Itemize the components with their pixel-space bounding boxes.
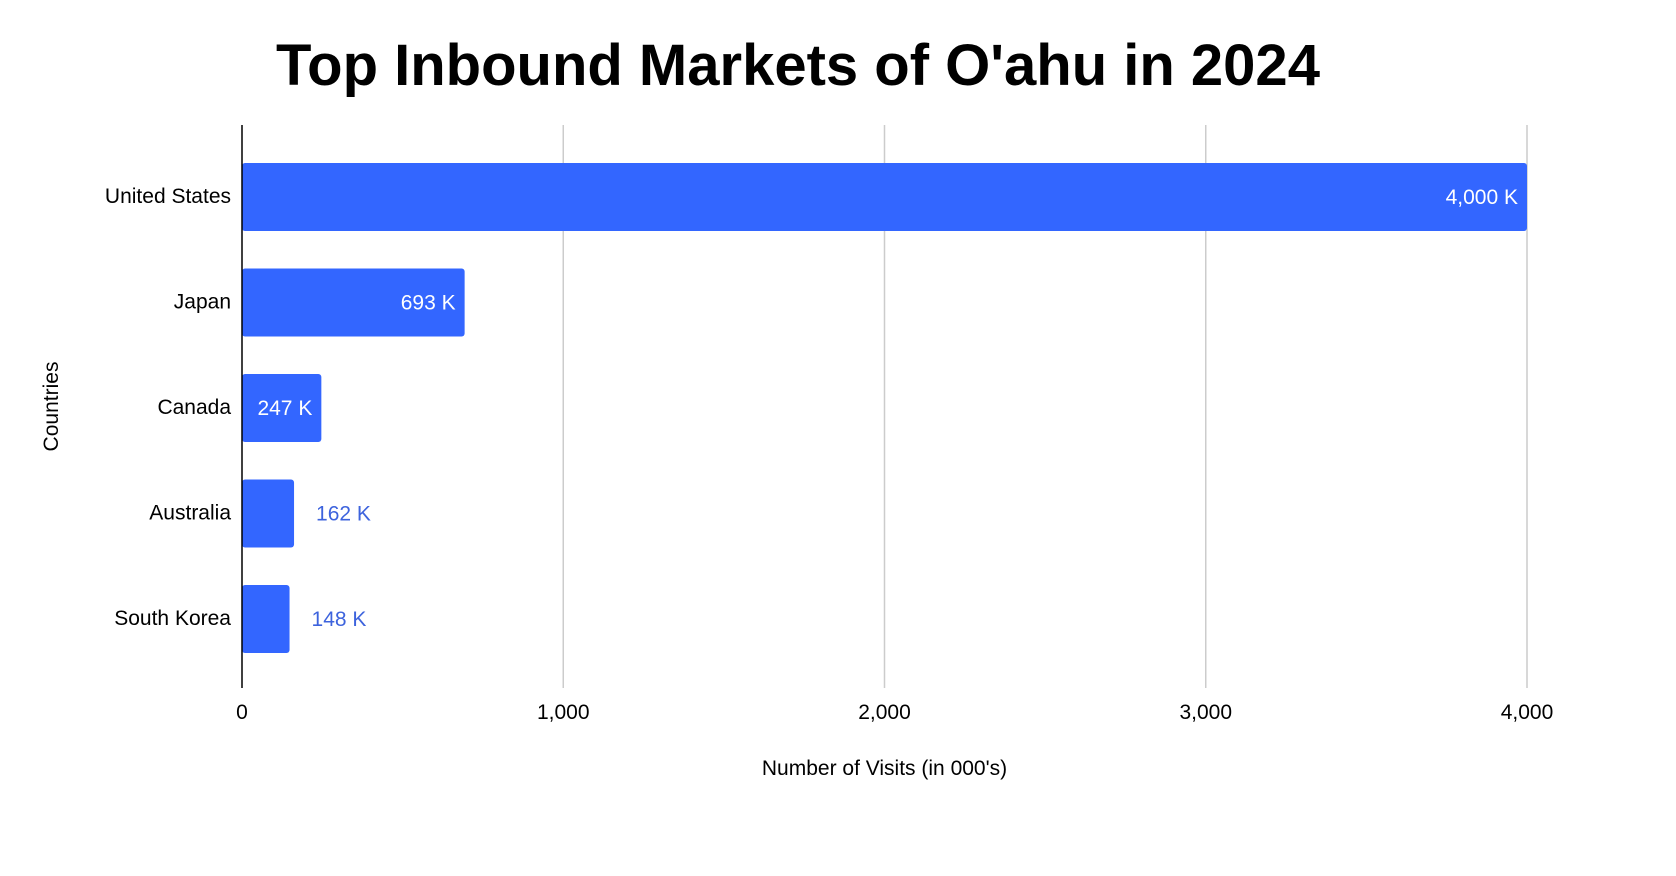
x-tick-label-2: 2,000	[858, 701, 911, 724]
category-label-4: South Korea	[114, 607, 231, 630]
bar-1	[242, 268, 465, 337]
category-label-1: Japan	[174, 291, 231, 314]
category-labels: United States Japan Canada Australia South K…	[105, 185, 231, 630]
category-label-0: United States	[105, 185, 231, 208]
x-tick-label-0: 0	[236, 701, 248, 724]
bar-0	[242, 163, 1527, 231]
x-tick-label-1: 1,000	[537, 701, 590, 724]
x-axis-title: Number of Visits (in 000's)	[762, 757, 1007, 780]
data-labels: 4,000 K 693 K 247 K 162 K 148 K	[257, 186, 1518, 631]
data-label-0: 4,000 K	[1446, 186, 1518, 209]
chart-title: Top Inbound Markets of O'ahu in 2024	[276, 33, 1320, 98]
category-label-3: Australia	[149, 502, 231, 525]
bar-3	[242, 479, 295, 548]
y-axis-title: Countries	[40, 362, 63, 452]
x-tick-label-3: 3,000	[1179, 701, 1232, 724]
x-tick-labels: 0 1,000 2,000 3,000 4,000	[236, 701, 1553, 724]
bar-2	[242, 374, 322, 442]
data-label-4: 148 K	[312, 608, 367, 631]
data-label-2: 247 K	[257, 397, 312, 420]
data-label-3: 162 K	[316, 503, 371, 526]
bar-4	[242, 585, 290, 653]
bars	[242, 163, 1527, 653]
category-label-2: Canada	[157, 396, 231, 419]
data-label-1: 693 K	[401, 292, 456, 315]
x-tick-label-4: 4,000	[1501, 701, 1554, 724]
